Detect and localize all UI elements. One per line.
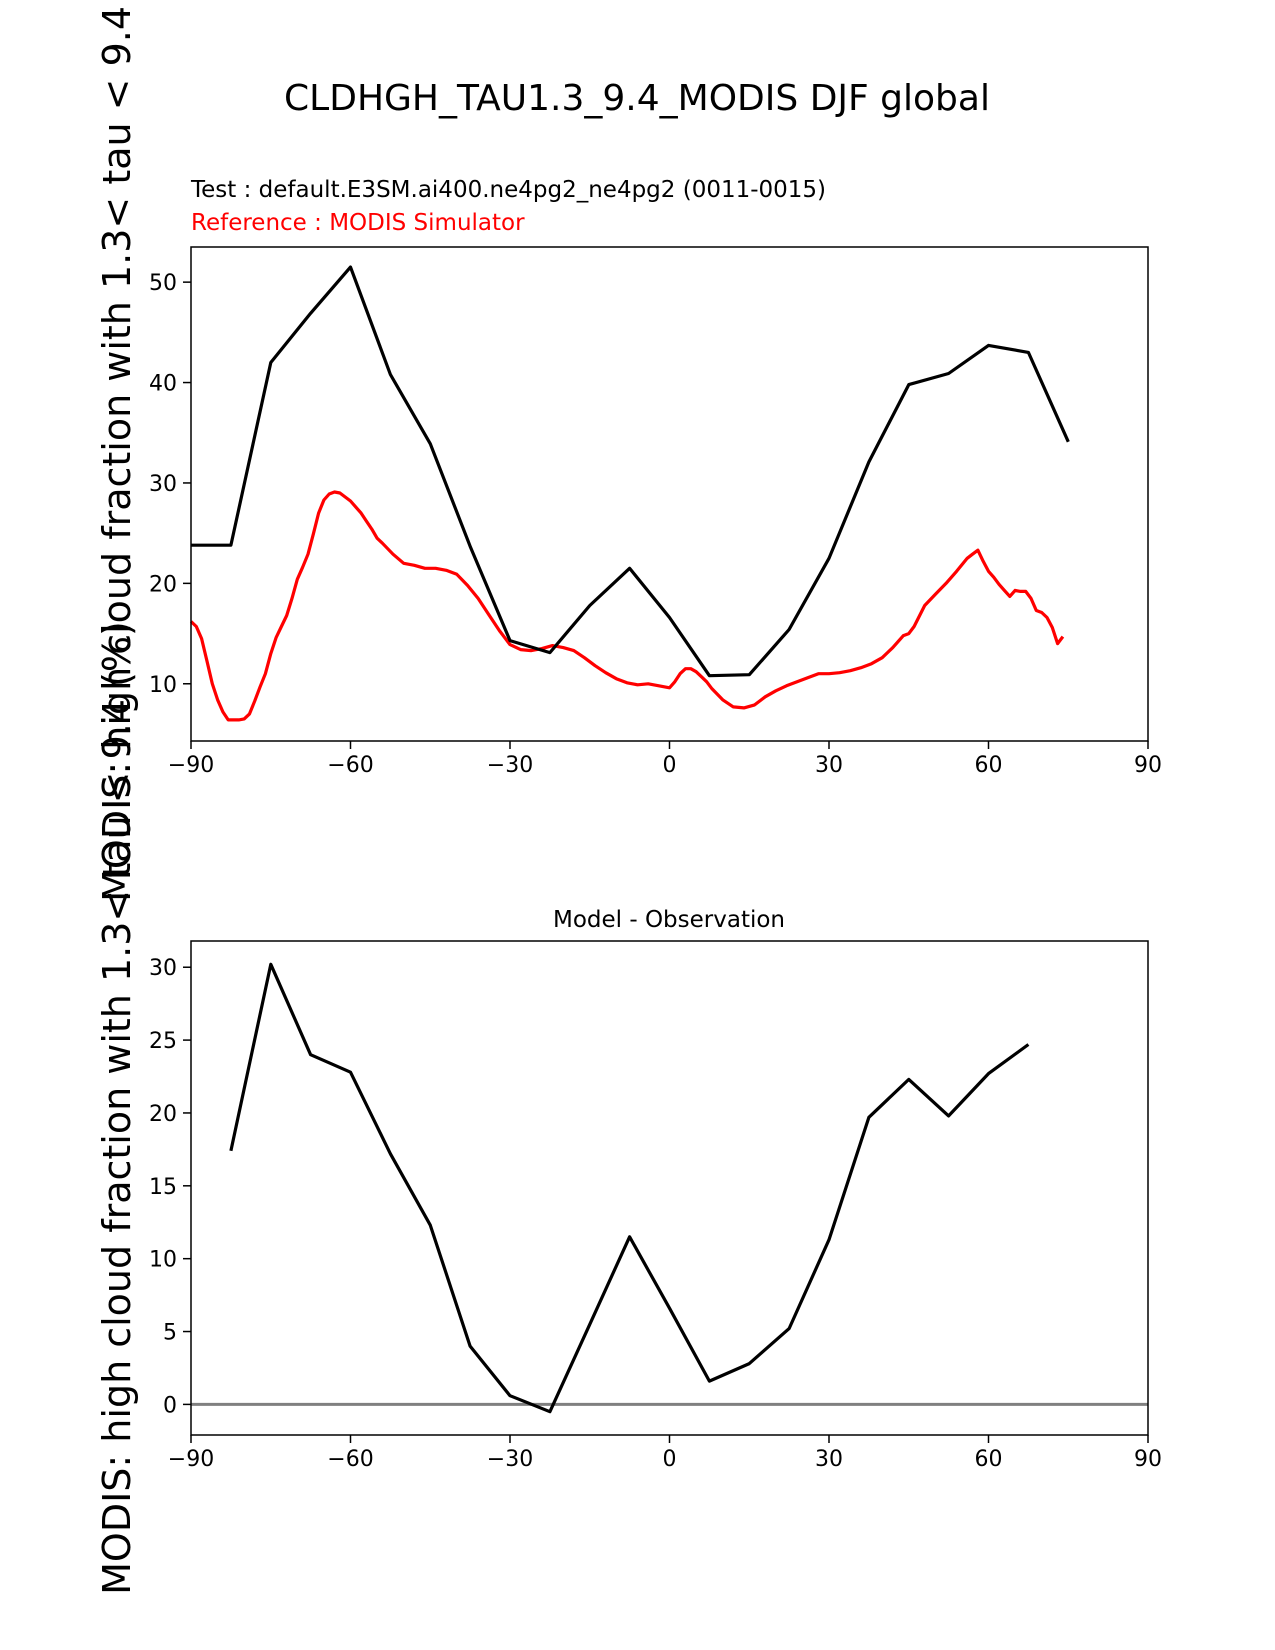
x-tick-label: 60 <box>975 753 1003 778</box>
plot-frame-bottom <box>190 940 1149 1436</box>
diff-series-group <box>229 962 1030 1414</box>
x-tick-label: −30 <box>487 1447 533 1472</box>
y-axis-label-top: MODIS: high cloud fraction with 1.3< tau… <box>95 0 139 902</box>
x-tick-label: −60 <box>327 753 373 778</box>
y-ticks-top: 10 20 30 40 50 <box>149 271 191 698</box>
y-tick-label: 50 <box>149 271 177 296</box>
reference-label: Reference : MODIS Simulator <box>191 210 525 236</box>
test-label: Test : default.E3SM.ai400.ne4pg2_ne4pg2 … <box>190 177 826 203</box>
difference-series-line <box>229 962 1030 1414</box>
x-tick-label: −90 <box>168 753 214 778</box>
y-tick-label: 30 <box>149 472 177 497</box>
x-tick-label: −90 <box>168 1447 214 1472</box>
y-tick-label: 10 <box>149 1248 177 1273</box>
panel-bottom: −90 −60 −30 0 30 60 90 0 5 10 15 20 25 30 <box>149 940 1162 1472</box>
ref-series-group <box>189 490 1065 722</box>
x-tick-label: 30 <box>815 1447 843 1472</box>
x-tick-label: 30 <box>815 753 843 778</box>
test-series-line <box>191 265 1070 678</box>
x-tick-label: −30 <box>487 753 533 778</box>
panel-top: −90 −60 −30 0 30 60 90 10 20 30 40 50 <box>149 246 1162 778</box>
y-tick-label: 20 <box>149 1102 177 1127</box>
y-axis-label-bottom: MODIS: high cloud fraction with 1.3< tau… <box>95 621 139 1595</box>
y-ticks-bottom: 0 5 10 15 20 25 30 <box>149 956 191 1418</box>
y-tick-label: 20 <box>149 572 177 597</box>
x-tick-label: 90 <box>1134 1447 1162 1472</box>
x-tick-label: 90 <box>1134 753 1162 778</box>
y-tick-label: 10 <box>149 673 177 698</box>
y-tick-label: 25 <box>149 1029 177 1054</box>
plot-frame-top <box>190 246 1149 742</box>
difference-title: Model - Observation <box>553 907 785 933</box>
x-tick-label: 60 <box>975 1447 1003 1472</box>
y-tick-label: 0 <box>163 1393 177 1418</box>
y-tick-label: 15 <box>149 1175 177 1200</box>
reference-series-line <box>189 490 1065 722</box>
x-ticks-top: −90 −60 −30 0 30 60 90 <box>168 741 1162 778</box>
x-tick-label: −60 <box>327 1447 373 1472</box>
y-tick-label: 30 <box>149 956 177 981</box>
y-tick-label: 40 <box>149 372 177 397</box>
y-tick-label: 5 <box>163 1321 177 1346</box>
x-tick-label: 0 <box>663 1447 677 1472</box>
x-tick-label: 0 <box>663 753 677 778</box>
test-series-group <box>191 265 1070 678</box>
x-ticks-bottom: −90 −60 −30 0 30 60 90 <box>168 1435 1162 1472</box>
figure-title: CLDHGH_TAU1.3_9.4_MODIS DJF global <box>284 78 990 119</box>
